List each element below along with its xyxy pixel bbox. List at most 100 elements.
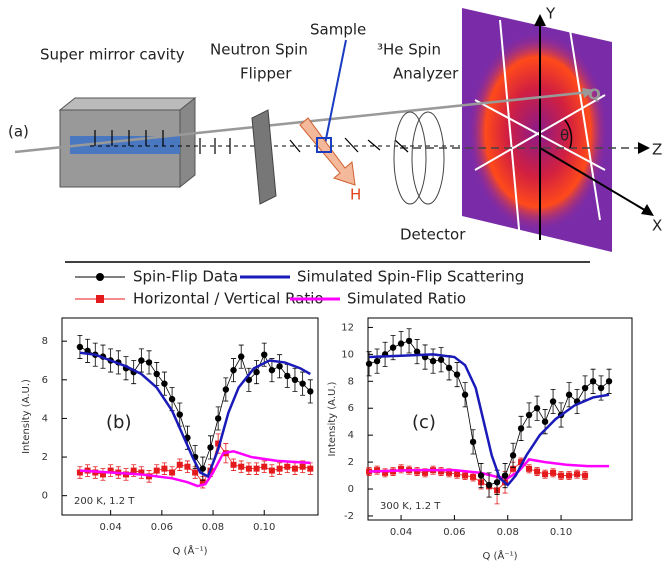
data-point [566, 472, 573, 479]
sector-line [569, 29, 601, 221]
sample-pointer [324, 39, 347, 145]
flipper-label: Neutron Spin [210, 41, 308, 59]
data-point [276, 465, 283, 472]
data-point [462, 472, 469, 479]
data-point [169, 469, 176, 476]
data-point [509, 452, 517, 459]
y-tick-label: 6 [42, 375, 48, 386]
data-point [445, 364, 453, 372]
legend-marker [96, 295, 104, 303]
data-point [161, 465, 168, 472]
y-tick-label: 8 [348, 376, 354, 387]
arrowhead [534, 14, 546, 26]
analyzer-cell [393, 111, 427, 205]
x-tick-label: 0.06 [443, 527, 465, 538]
data-point [605, 378, 613, 385]
analyzer-label: ³He Spin [377, 41, 441, 59]
y-tick-label: 4 [348, 430, 354, 441]
sample-label: Sample [310, 21, 366, 39]
data-point [238, 353, 245, 360]
x-tick-label: 0.10 [550, 527, 572, 538]
data-point [549, 398, 557, 405]
detector-label: Detector [400, 226, 466, 244]
x-tick-label: 0.06 [151, 522, 173, 533]
sample-box [316, 137, 332, 153]
cavity-label: Super mirror cavity [40, 46, 185, 64]
panel-label: (b) [106, 412, 131, 433]
data-point [510, 465, 517, 472]
angle-label: θ [560, 127, 569, 145]
x-tick-label: 0.08 [202, 522, 224, 533]
data-point [307, 388, 314, 395]
data-point [541, 418, 549, 425]
data-point [550, 469, 557, 476]
y-axis-label: Intensity (A.U.) [327, 381, 338, 456]
axis-y-label: Y [545, 5, 556, 23]
data-point [365, 360, 373, 367]
data-point [207, 444, 214, 451]
data-point [253, 465, 260, 472]
data-point [597, 384, 605, 392]
condition-label: 300 K, 1.2 T [380, 501, 441, 512]
flipper-label: Flipper [240, 65, 292, 83]
data-point [214, 415, 222, 422]
data-point [526, 465, 533, 472]
scatter-pattern [468, 32, 608, 232]
data-point [161, 380, 168, 387]
y-tick-label: 12 [341, 322, 354, 333]
data-point [192, 469, 199, 476]
data-point [518, 459, 525, 466]
data-point [230, 461, 237, 468]
y-tick-label: 2 [348, 457, 354, 468]
data-point [138, 357, 145, 364]
data-point [299, 463, 306, 470]
data-point [534, 468, 541, 475]
panel-label: (c) [412, 412, 436, 433]
data-point [222, 386, 230, 393]
data-point [215, 440, 222, 447]
data-point [558, 472, 565, 479]
x-tick-label: 0.08 [497, 527, 519, 538]
sector-line [499, 19, 521, 241]
data-point [138, 469, 145, 476]
legend-label: Simulated Ratio [347, 290, 466, 308]
panel-label: (a) [8, 123, 29, 141]
data-point [261, 351, 268, 358]
plot-frame [61, 317, 319, 516]
x-tick-label: 0.04 [390, 527, 412, 538]
data-point [485, 481, 493, 489]
data-point [291, 465, 298, 472]
x-axis-label: Q (Å⁻¹) [483, 549, 518, 562]
fit-line [79, 449, 311, 488]
data-point [493, 479, 501, 486]
y-axis-label: Intensity (A.U.) [21, 379, 32, 454]
data-point [153, 370, 160, 378]
data-point [307, 465, 314, 472]
legend-label: Simulated Spin-Flip Scattering [297, 268, 524, 286]
data-point [268, 467, 275, 474]
data-point [238, 463, 245, 470]
arrowhead [641, 204, 654, 216]
fit-line [369, 458, 610, 480]
data-point [437, 356, 445, 363]
x-tick-label: 0.10 [253, 522, 275, 533]
cavity-top [58, 97, 197, 111]
legend-marker [96, 273, 104, 281]
data-point [176, 461, 183, 468]
analyzer-cell [411, 111, 445, 205]
data-point [581, 384, 589, 392]
data-point [261, 463, 268, 470]
data-point [76, 343, 84, 351]
data-point [107, 467, 114, 474]
data-point [477, 472, 485, 479]
y-tick-label: 0 [42, 491, 48, 502]
y-tick-label: 10 [341, 349, 354, 360]
axis-z-label: Z [652, 141, 662, 159]
angle-arc [564, 119, 573, 149]
data-point [199, 479, 206, 486]
data-point [184, 463, 191, 470]
data-point [398, 465, 405, 472]
data-point [446, 469, 453, 476]
data-point [245, 465, 252, 472]
